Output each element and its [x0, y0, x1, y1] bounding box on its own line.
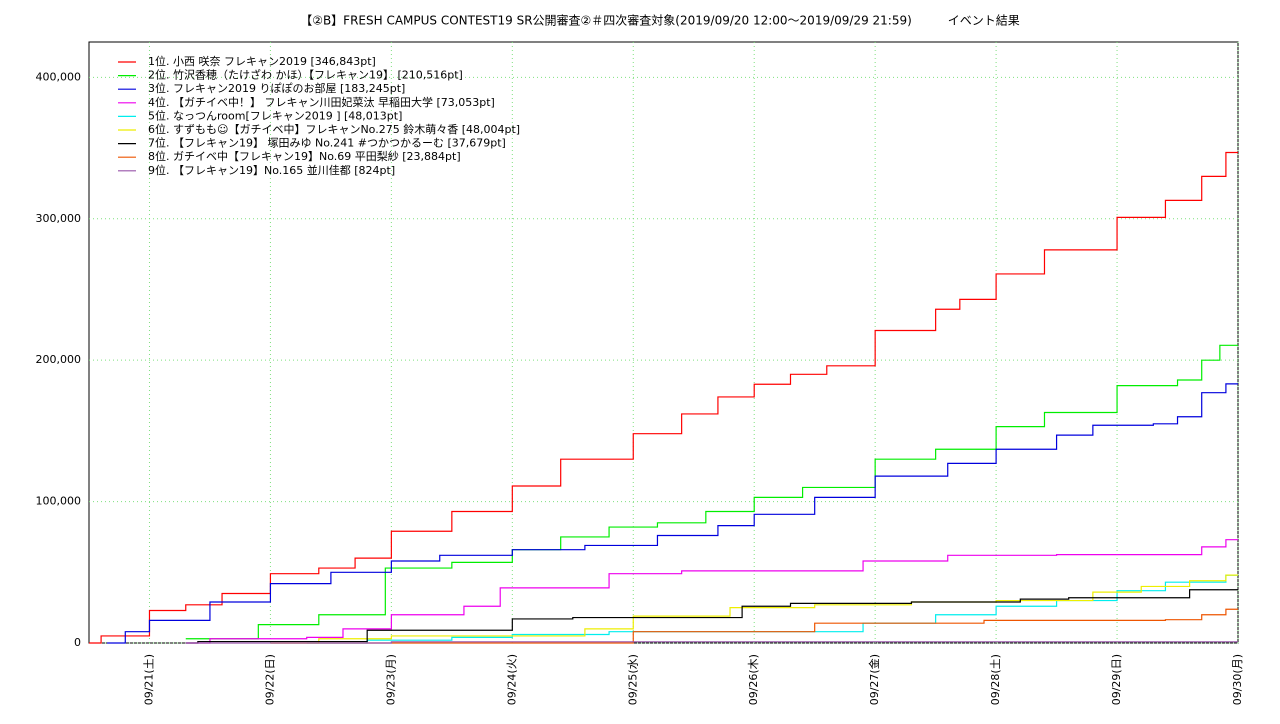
legend-label: 1位. 小西 咲奈 フレキャン2019 [346,843pt]: [148, 54, 376, 68]
y-tick-label: 300,000: [36, 212, 82, 225]
legend-label: 7位. 【フレキャン19】 塚田みゆ No.241 #つかつかるーむ [37,6…: [148, 136, 506, 150]
series-line: [185, 589, 1238, 644]
legend-label: 8位. ガチイベ中【フレキャン19】No.69 平田梨紗 [23,884pt]: [148, 149, 461, 163]
series-line: [185, 641, 1238, 644]
series-line: [107, 383, 1238, 644]
x-tick-label: 09/28(土): [989, 654, 1002, 705]
series-line: [185, 344, 1238, 640]
y-tick-label: 200,000: [36, 353, 82, 366]
legend-label: 2位. 竹沢香穂（たけざわ かほ）【フレキャン19】 [210,516pt]: [148, 68, 463, 82]
x-tick-label: 09/21(土): [142, 654, 155, 705]
x-tick-label: 09/30(月): [1231, 654, 1244, 705]
series-line: [185, 539, 1238, 644]
x-tick-label: 09/26(木): [747, 654, 760, 705]
series-line: [89, 151, 1238, 644]
x-tick-label: 09/22(日): [263, 654, 276, 705]
legend-label: 4位. 【ガチイベ中！】 フレキャン川田妃菜汰 早稲田大学 [73,053pt]: [148, 95, 495, 109]
y-tick-label: 0: [74, 636, 81, 649]
legend-label: 3位. フレキャン2019 りぽぽのお部屋 [183,245pt]: [148, 81, 405, 95]
legend-label: 5位. なっつんroom[フレキャン2019 ] [48,013pt]: [148, 108, 402, 122]
series-line: [306, 574, 1238, 644]
legend-label: 9位. 【フレキャン19】No.165 並川佳都 [824pt]: [148, 163, 395, 177]
y-tick-label: 100,000: [36, 495, 82, 508]
chart-title: 【②B】FRESH CAMPUS CONTEST19 SR公開審査②＃四次審査対…: [300, 13, 1020, 28]
x-tick-label: 09/29(日): [1110, 654, 1123, 705]
y-tick-label: 400,000: [36, 70, 82, 83]
x-tick-label: 09/25(水): [626, 654, 639, 705]
x-tick-label: 09/24(火): [505, 654, 518, 705]
x-tick-label: 09/27(金): [867, 654, 881, 705]
series-line: [270, 608, 1238, 644]
x-tick-label: 09/23(月): [384, 654, 397, 705]
series-line: [270, 574, 1238, 644]
legend-label: 6位. すずもも☺【ガチイベ中】フレキャンNo.275 鈴木萌々香 [48,00…: [148, 122, 520, 136]
